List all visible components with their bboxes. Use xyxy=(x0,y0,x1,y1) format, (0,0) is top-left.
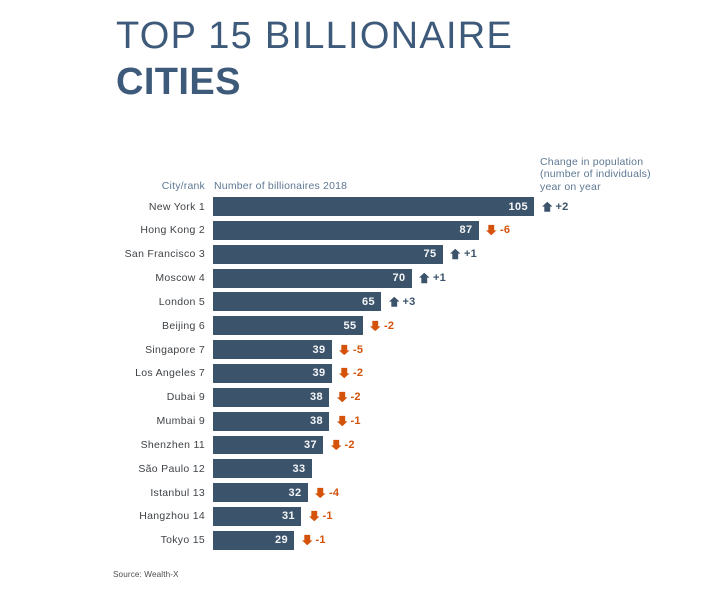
billionaires-bar: 70 xyxy=(213,268,412,288)
city-rank-label: Dubai 9 xyxy=(166,391,205,404)
decrease-arrow-icon xyxy=(330,439,341,451)
city-rank-label: Hong Kong 2 xyxy=(140,224,205,237)
bar-value: 33 xyxy=(292,462,306,475)
city-rank-label: São Paulo 12 xyxy=(138,462,205,475)
chart-row: Istanbul 13 32 -4 xyxy=(0,483,707,503)
billionaires-bar: 39 xyxy=(213,340,332,360)
chart-row: Los Angeles 7 39 -2 xyxy=(0,364,707,383)
change-value: -2 xyxy=(344,438,355,451)
billionaires-bar: 38 xyxy=(213,411,329,431)
chart-title-line1: TOP 15 BILLIONAIRE xyxy=(116,15,514,57)
bar-value: 39 xyxy=(312,367,326,380)
decrease-arrow-icon xyxy=(339,368,350,379)
bar-value: 39 xyxy=(312,343,326,356)
billionaires-bar: 37 xyxy=(213,435,323,455)
billionaires-bar: 31 xyxy=(213,507,301,526)
bar-value: 37 xyxy=(303,438,317,451)
change-value: -4 xyxy=(329,486,340,499)
billionaires-bar: 32 xyxy=(213,483,308,503)
decrease-arrow-icon xyxy=(301,535,312,546)
billionaires-bar: 38 xyxy=(213,387,329,407)
bar-value: 31 xyxy=(281,510,295,523)
billionaires-bar: 39 xyxy=(213,364,332,383)
change-value: -1 xyxy=(322,510,333,523)
decrease-arrow-icon xyxy=(486,225,497,236)
change-value: +1 xyxy=(433,272,446,285)
decrease-arrow-icon xyxy=(339,344,350,355)
increase-arrow-icon xyxy=(388,296,399,308)
change-value: -1 xyxy=(315,534,326,547)
bar-value: 55 xyxy=(343,319,357,332)
chart-title-line2: CITIES xyxy=(116,61,241,103)
chart-row: San Francisco 3 75 +1 xyxy=(0,244,707,264)
column-header-billionaires: Number of billionaires 2018 xyxy=(214,180,348,192)
city-rank-label: Tokyo 15 xyxy=(160,534,205,547)
city-rank-label: Los Angeles 7 xyxy=(135,367,205,380)
change-population-label: Change in population (number of individu… xyxy=(540,156,651,193)
decrease-arrow-icon xyxy=(308,511,319,522)
city-rank-label: London 5 xyxy=(158,295,205,308)
column-header-city-rank: City/rank xyxy=(161,180,205,192)
billionaires-bar: 29 xyxy=(213,530,294,550)
increase-arrow-icon xyxy=(541,201,552,212)
bar-value: 38 xyxy=(309,415,323,428)
source-note: Source: Wealth-X xyxy=(113,569,179,579)
bar-value: 105 xyxy=(508,200,528,213)
chart-row: Tokyo 15 29 -1 xyxy=(0,530,707,550)
city-rank-label: San Francisco 3 xyxy=(124,248,205,261)
increase-arrow-icon xyxy=(450,248,461,260)
billionaires-bar: 75 xyxy=(213,244,443,264)
bar-value: 87 xyxy=(459,224,473,237)
billionaires-bar: 87 xyxy=(213,220,479,240)
chart-row: Hangzhou 14 31 -1 xyxy=(0,507,707,526)
billionaires-bar: 105 xyxy=(213,197,534,216)
chart-row: Moscow 4 70 +1 xyxy=(0,268,707,288)
chart-row: São Paulo 12 33 xyxy=(0,459,707,479)
change-value: -2 xyxy=(353,367,364,380)
city-rank-label: Moscow 4 xyxy=(155,272,205,285)
chart-row: Beijing 6 55 -2 xyxy=(0,316,707,336)
change-value: -1 xyxy=(350,415,361,428)
bar-value: 65 xyxy=(361,295,375,308)
chart-title: TOP 15 BILLIONAIRE CITIES xyxy=(116,13,513,105)
change-value: -2 xyxy=(350,391,361,404)
city-rank-label: Shenzhen 11 xyxy=(140,438,205,451)
decrease-arrow-icon xyxy=(370,320,381,331)
city-rank-label: Mumbai 9 xyxy=(156,415,205,428)
city-rank-label: Istanbul 13 xyxy=(150,486,205,499)
change-value: -5 xyxy=(353,343,364,356)
city-rank-label: Hangzhou 14 xyxy=(139,510,205,523)
change-value: +1 xyxy=(464,248,477,261)
bar-value: 32 xyxy=(288,486,302,499)
chart-row: New York 1 105 +2 xyxy=(0,197,707,216)
chart-row: Dubai 9 38 -2 xyxy=(0,387,707,407)
city-rank-label: Beijing 6 xyxy=(162,319,205,332)
chart-row: Singapore 7 39 -5 xyxy=(0,340,707,360)
change-value: +2 xyxy=(555,200,569,213)
bar-value: 70 xyxy=(392,272,406,285)
city-rank-label: Singapore 7 xyxy=(145,343,205,356)
billionaires-bar: 33 xyxy=(213,459,312,479)
bar-value: 29 xyxy=(274,534,288,547)
change-value: +3 xyxy=(402,295,416,308)
change-value: -6 xyxy=(500,224,511,237)
increase-arrow-icon xyxy=(419,272,430,284)
city-rank-label: New York 1 xyxy=(148,200,205,213)
chart-row: Shenzhen 11 37 -2 xyxy=(0,435,707,455)
chart-row: Mumbai 9 38 -1 xyxy=(0,411,707,431)
bar-value: 38 xyxy=(309,391,323,404)
decrease-arrow-icon xyxy=(315,487,326,498)
bar-value: 75 xyxy=(423,248,437,261)
billionaires-bar: 55 xyxy=(213,316,363,336)
change-value: -2 xyxy=(384,319,395,332)
chart-row: Hong Kong 2 87 -6 xyxy=(0,220,707,240)
billionaires-bar: 65 xyxy=(213,292,381,312)
chart-row: London 5 65 +3 xyxy=(0,292,707,312)
decrease-arrow-icon xyxy=(336,392,347,403)
decrease-arrow-icon xyxy=(336,415,347,427)
